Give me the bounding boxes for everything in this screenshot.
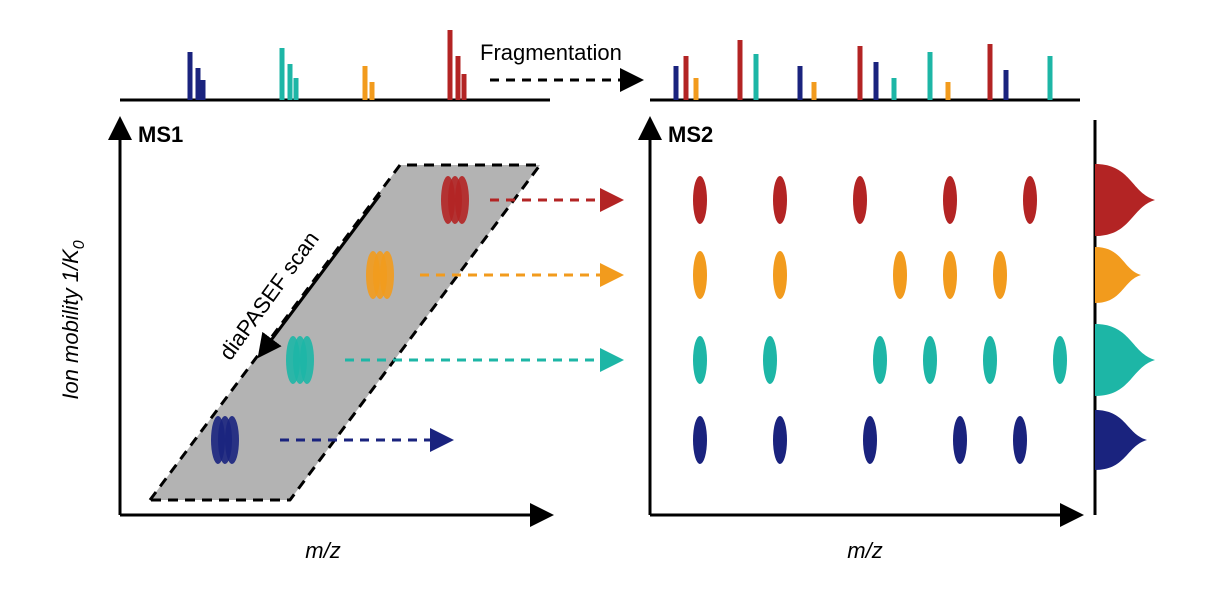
- fragment-teal: [1053, 336, 1067, 384]
- precursor-red: [455, 176, 469, 224]
- label-ms1: MS1: [138, 122, 183, 147]
- fragment-orange: [893, 251, 907, 299]
- fragment-red: [853, 176, 867, 224]
- svg-text:Ion mobility 1/K0: Ion mobility 1/K0: [58, 240, 88, 399]
- fragment-teal: [693, 336, 707, 384]
- fragment-red: [773, 176, 787, 224]
- label-fragmentation: Fragmentation: [480, 40, 622, 65]
- fragment-blue: [773, 416, 787, 464]
- fragment-blue: [863, 416, 877, 464]
- fragment-orange: [943, 251, 957, 299]
- side-peak-teal: [1095, 324, 1155, 396]
- fragment-orange: [693, 251, 707, 299]
- diagram-root: { "labels": { "ms1": "MS1", "ms2": "MS2"…: [0, 0, 1209, 591]
- fragment-red: [1023, 176, 1037, 224]
- fragment-red: [943, 176, 957, 224]
- fragment-blue: [693, 416, 707, 464]
- precursor-blue: [225, 416, 239, 464]
- fragment-orange: [773, 251, 787, 299]
- diagram-svg: MS1 MS2 Fragmentation m/z m/z Ion mobili…: [0, 0, 1209, 591]
- side-peak-orange: [1095, 247, 1141, 303]
- fragment-teal: [763, 336, 777, 384]
- fragment-teal: [923, 336, 937, 384]
- label-yaxis: Ion mobility 1/K: [58, 248, 83, 400]
- precursor-teal: [300, 336, 314, 384]
- precursor-orange: [380, 251, 394, 299]
- fragment-blue: [1013, 416, 1027, 464]
- fragment-red: [693, 176, 707, 224]
- label-xaxis-left: m/z: [305, 538, 340, 563]
- fragment-orange: [993, 251, 1007, 299]
- label-ms2: MS2: [668, 122, 713, 147]
- label-xaxis-right: m/z: [847, 538, 882, 563]
- side-peak-blue: [1095, 410, 1147, 470]
- fragment-teal: [873, 336, 887, 384]
- fragment-teal: [983, 336, 997, 384]
- diapasef-band: [150, 165, 540, 500]
- fragment-blue: [953, 416, 967, 464]
- side-peak-red: [1095, 164, 1155, 236]
